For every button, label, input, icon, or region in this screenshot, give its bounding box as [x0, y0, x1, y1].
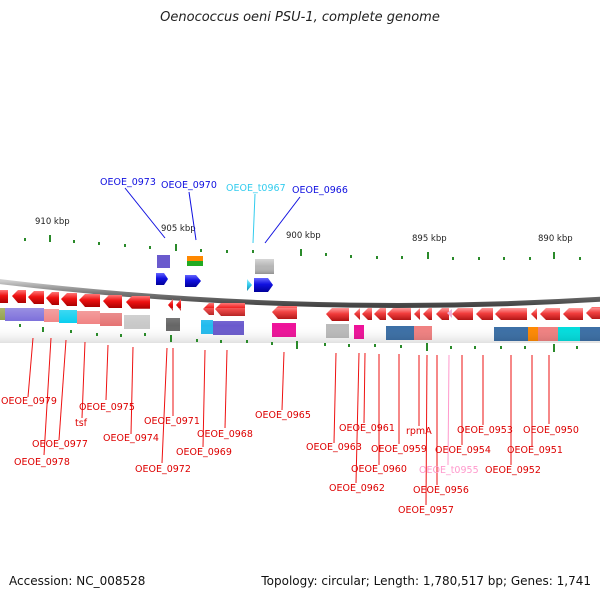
- gene-label: OEOE_0979: [1, 396, 57, 407]
- scale-tick: [579, 257, 581, 260]
- gene-label: OEOE_0968: [197, 429, 253, 440]
- scale-tick: [452, 257, 454, 260]
- gene-label: tsf: [75, 418, 88, 429]
- scale-tick: [529, 257, 531, 260]
- scale-tick: [553, 252, 555, 259]
- scale-tick: [503, 257, 505, 260]
- cds-arrow: [126, 296, 150, 309]
- trna-arrow: [247, 279, 252, 291]
- cds-arrow: [28, 291, 44, 304]
- gene-label: OEOE_0954: [435, 445, 491, 456]
- trna-gene-label: OEOE_t0955: [419, 465, 479, 476]
- gene-label: OEOE_0973: [100, 177, 156, 188]
- cds-arrow: [185, 275, 201, 287]
- accession-text: Accession: NC_008528: [9, 574, 146, 588]
- forward-strand-track: [156, 255, 274, 292]
- gene-label: OEOE_0971: [144, 416, 200, 427]
- gene-label: rpmA: [406, 426, 432, 437]
- scale-tick: [200, 249, 202, 252]
- cds-arrow: [61, 293, 77, 306]
- gene-label: OEOE_0953: [457, 425, 513, 436]
- gene-label: OEOE_0959: [371, 444, 427, 455]
- gene-label: OEOE_0969: [176, 447, 232, 458]
- gene-label: OEOE_0965: [255, 410, 311, 421]
- gene-label: OEOE_0950: [523, 425, 579, 436]
- cds-arrow: [79, 294, 100, 307]
- chromosome-backbone: [0, 279, 600, 308]
- gene-label: OEOE_0963: [306, 442, 362, 453]
- scale-tick: [300, 249, 302, 256]
- reverse-strand-categories: [0, 308, 600, 343]
- scale-ticks: [24, 235, 581, 260]
- scale-tick: [49, 235, 51, 242]
- scale-tick: [401, 256, 403, 259]
- gene-label: OEOE_0956: [413, 485, 469, 496]
- scale-label-890: 890 kbp: [538, 234, 573, 244]
- gene-label: OEOE_0962: [329, 483, 385, 494]
- scale-tick: [252, 250, 254, 253]
- gene-label: OEOE_0970: [161, 180, 217, 191]
- lower-labels: OEOE_0979 OEOE_0975 tsf OEOE_0977 OEOE_0…: [1, 396, 579, 516]
- genome-stats-text: Topology: circular; Length: 1,780,517 bp…: [261, 574, 591, 588]
- scale-label-895: 895 kbp: [412, 234, 447, 244]
- scale-tick: [350, 255, 352, 258]
- cds-arrow: [156, 273, 168, 285]
- scale-tick: [73, 240, 75, 243]
- gene-label: OEOE_0966: [292, 185, 348, 196]
- scale-labels: 910 kbp 905 kbp 900 kbp 895 kbp 890 kbp: [35, 217, 573, 244]
- gene-label: OEOE_0951: [507, 445, 563, 456]
- gene-label: OEOE_0974: [103, 433, 159, 444]
- gene-label: OEOE_0957: [398, 505, 454, 516]
- scale-label-910: 910 kbp: [35, 217, 70, 227]
- cds-arrow: [12, 290, 26, 303]
- scale-tick: [427, 252, 429, 259]
- cds-bar: [187, 256, 203, 261]
- scale-label-900: 900 kbp: [286, 231, 321, 241]
- gene-label: OEOE_0978: [14, 457, 70, 468]
- scale-tick: [124, 244, 126, 247]
- scale-tick: [478, 257, 480, 260]
- cds-arrow: [254, 278, 273, 292]
- gene-label: OEOE_0960: [351, 464, 407, 475]
- lower-scale-ticks: [19, 324, 578, 352]
- lower-leader-lines: [27, 337, 550, 506]
- scale-tick: [98, 242, 100, 245]
- scale-tick: [376, 256, 378, 259]
- gene-label: OEOE_0975: [79, 402, 135, 413]
- cds-arrow: [103, 295, 122, 308]
- gene-label: OEOE_0972: [135, 464, 191, 475]
- cds-bar: [157, 255, 170, 268]
- gene-label: OEOE_0977: [32, 439, 88, 450]
- trna-gene-label: OEOE_t0967: [226, 183, 286, 194]
- upper-leader-lines: [124, 187, 301, 244]
- scale-tick: [24, 238, 26, 241]
- upper-labels: OEOE_0973 OEOE_0970 OEOE_t0967 OEOE_0966: [100, 177, 348, 196]
- scale-tick: [325, 253, 327, 256]
- gene-label: OEOE_0961: [339, 423, 395, 434]
- scale-label-905: 905 kbp: [161, 224, 196, 234]
- scale-tick: [149, 246, 151, 249]
- scale-tick: [226, 250, 228, 253]
- cds-arrow: [0, 290, 8, 303]
- scale-tick: [175, 244, 177, 251]
- gene-label: OEOE_0952: [485, 465, 541, 476]
- cds-arrow: [46, 292, 59, 305]
- genome-title: Oenococcus oeni PSU-1, complete genome: [160, 10, 440, 25]
- cds-bar: [187, 261, 203, 266]
